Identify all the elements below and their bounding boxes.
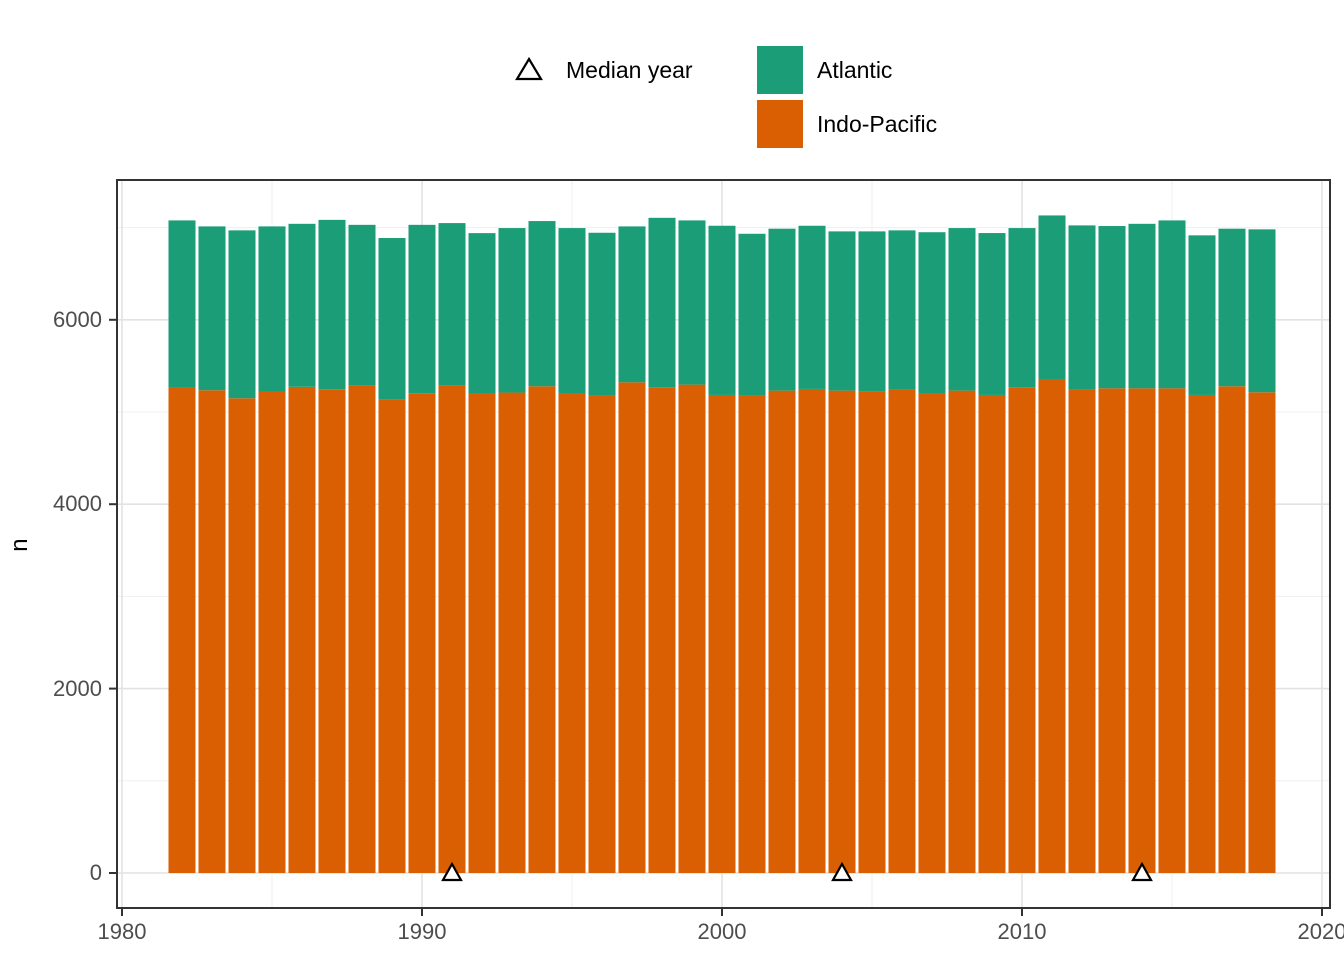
bar-segment-atlantic — [1248, 229, 1276, 393]
median-year-marker — [1131, 861, 1153, 882]
bar-segment-indo-pacific — [918, 393, 946, 873]
bar-segment-indo-pacific — [1158, 388, 1186, 873]
bar-segment-atlantic — [1158, 220, 1186, 389]
bar-segment-atlantic — [918, 232, 946, 394]
bar-segment-atlantic — [708, 225, 736, 395]
bar-segment-indo-pacific — [408, 393, 436, 873]
bar-segment-indo-pacific — [798, 388, 826, 873]
bar-segment-indo-pacific — [888, 389, 916, 873]
bar-segment-atlantic — [588, 232, 616, 396]
bar-segment-atlantic — [1098, 226, 1126, 389]
bar-segment-indo-pacific — [1068, 389, 1096, 873]
bar-segment-indo-pacific — [258, 391, 286, 873]
x-tick-label-2000: 2000 — [697, 919, 747, 944]
bar-segment-indo-pacific — [168, 387, 196, 873]
bar-segment-atlantic — [1128, 223, 1156, 389]
bar-segment-indo-pacific — [1248, 392, 1276, 873]
x-tick-label-1990: 1990 — [397, 919, 447, 944]
bar-segment-indo-pacific — [708, 394, 736, 873]
y-tick-label-2000: 2000 — [53, 676, 102, 701]
bar-segment-indo-pacific — [1098, 388, 1126, 873]
bar-segment-indo-pacific — [1188, 394, 1216, 873]
bar-segment-atlantic — [258, 226, 286, 392]
bar-segment-atlantic — [528, 221, 556, 387]
x-tick-label-1980: 1980 — [97, 919, 147, 944]
bar-segment-atlantic — [1188, 235, 1216, 395]
legend-label-atlantic: Atlantic — [817, 57, 893, 83]
bar-segment-indo-pacific — [738, 395, 766, 873]
bar-segment-indo-pacific — [858, 391, 886, 873]
bar-segment-indo-pacific — [228, 398, 256, 873]
median-year-triangle-icon — [515, 56, 543, 81]
bar-segment-indo-pacific — [348, 385, 376, 873]
bar-segment-indo-pacific — [828, 390, 856, 873]
bar-segment-indo-pacific — [1008, 387, 1036, 873]
bar-segment-atlantic — [468, 233, 496, 394]
bar-segment-atlantic — [498, 228, 526, 393]
bar-segment-indo-pacific — [288, 386, 316, 873]
legend-label-indo-pacific: Indo-Pacific — [817, 111, 938, 137]
bar-segment-atlantic — [948, 228, 976, 391]
bar-segment-atlantic — [768, 228, 796, 391]
x-tick-label-2010: 2010 — [997, 919, 1047, 944]
bar-segment-indo-pacific — [678, 384, 706, 873]
panel-border — [116, 179, 1331, 909]
bar-segment-indo-pacific — [378, 399, 406, 873]
bar-segment-atlantic — [558, 228, 586, 394]
bar-segment-indo-pacific — [468, 393, 496, 873]
bar-segment-indo-pacific — [978, 394, 1006, 873]
x-tick-label-2020: 2020 — [1297, 919, 1344, 944]
bar-segment-indo-pacific — [588, 395, 616, 873]
bar-segment-atlantic — [1008, 228, 1036, 388]
bar-segment-atlantic — [348, 224, 376, 386]
bar-segment-atlantic — [438, 223, 466, 386]
bar-segment-atlantic — [318, 219, 346, 390]
bar-segment-atlantic — [618, 226, 646, 383]
bar-segment-atlantic — [978, 233, 1006, 395]
bar-segment-indo-pacific — [198, 390, 226, 873]
bar-segment-indo-pacific — [528, 386, 556, 873]
bar-segment-atlantic — [378, 238, 406, 400]
bar-segment-indo-pacific — [1038, 378, 1066, 873]
bar-segment-indo-pacific — [318, 389, 346, 873]
bar-segment-indo-pacific — [768, 390, 796, 873]
median-year-marker — [831, 861, 853, 882]
bar-segment-atlantic — [738, 233, 766, 396]
legend-swatch-atlantic — [757, 46, 803, 94]
bar-segment-indo-pacific — [438, 385, 466, 873]
bar-segment-indo-pacific — [618, 382, 646, 873]
bar-segment-atlantic — [1218, 228, 1246, 387]
legend-swatch-indo-pacific — [757, 100, 803, 148]
bar-segment-atlantic — [1068, 225, 1096, 390]
bar-segment-atlantic — [678, 220, 706, 385]
bar-segment-atlantic — [648, 217, 676, 388]
bar-segment-atlantic — [798, 225, 826, 389]
median-year-marker — [441, 861, 463, 882]
y-axis-title: n — [6, 538, 33, 552]
bar-segment-atlantic — [168, 220, 196, 388]
bar-segment-atlantic — [408, 224, 436, 394]
bar-segment-atlantic — [228, 230, 256, 399]
bar-segment-atlantic — [198, 226, 226, 391]
bar-segment-indo-pacific — [498, 392, 526, 873]
bar-segment-atlantic — [1038, 215, 1066, 379]
y-tick-label-0: 0 — [89, 860, 102, 885]
bar-segment-atlantic — [288, 223, 316, 387]
bar-segment-indo-pacific — [648, 387, 676, 873]
bar-segment-indo-pacific — [558, 393, 586, 873]
bar-segment-indo-pacific — [948, 390, 976, 873]
legend-label-median-year: Median year — [566, 57, 693, 83]
y-tick-label-4000: 4000 — [53, 491, 102, 516]
bar-segment-atlantic — [888, 230, 916, 390]
bar-segment-indo-pacific — [1218, 386, 1246, 873]
bar-segment-indo-pacific — [1128, 388, 1156, 873]
bar-segment-atlantic — [858, 231, 886, 392]
bar-segment-atlantic — [828, 231, 856, 391]
y-tick-label-6000: 6000 — [53, 307, 102, 332]
